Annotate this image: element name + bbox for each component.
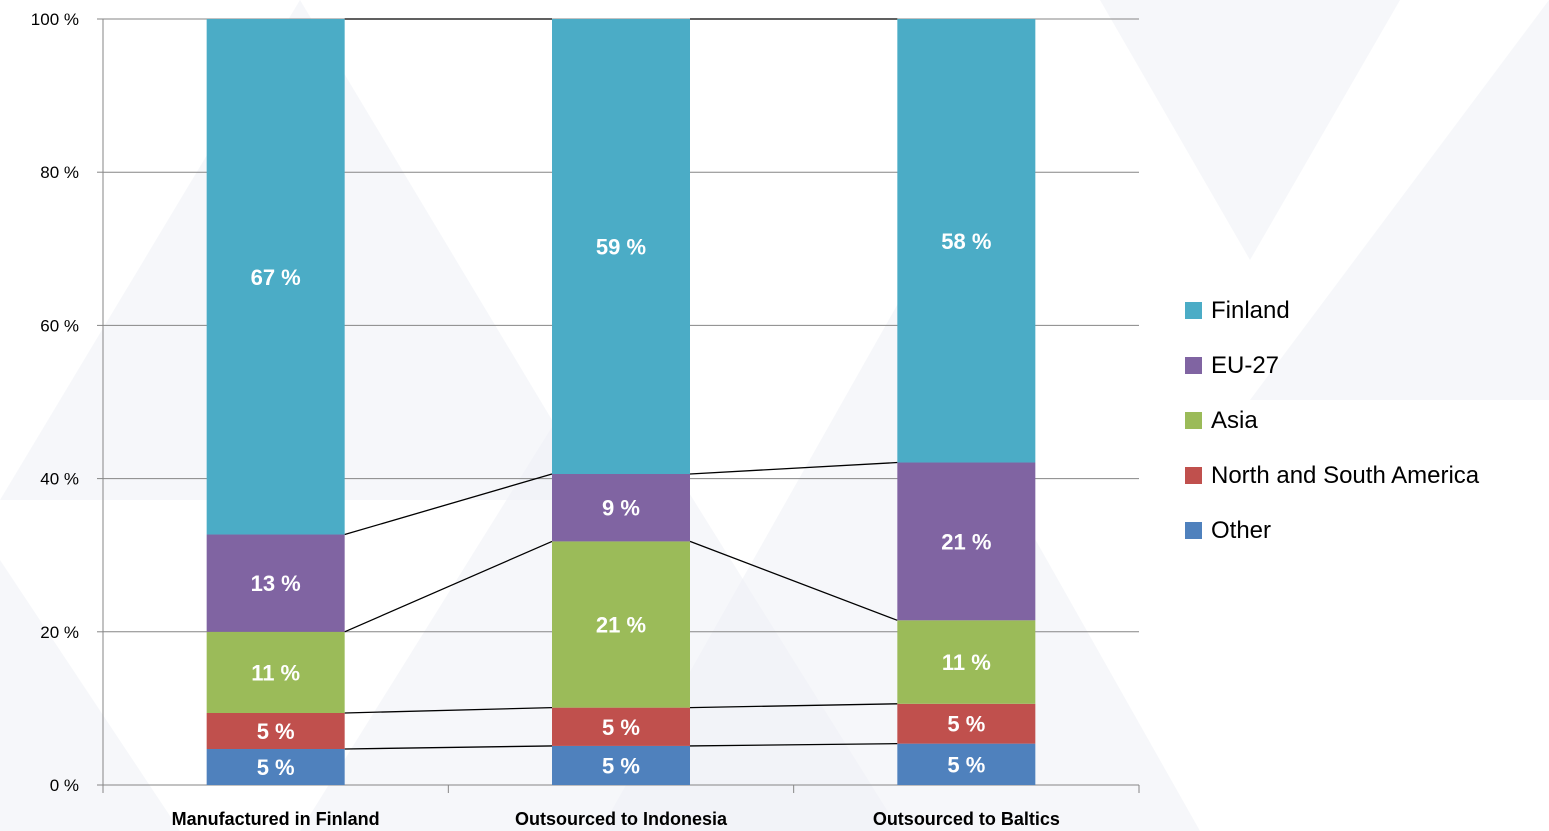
legend-label: Finland: [1211, 297, 1290, 324]
data-label: 5 %: [947, 712, 985, 737]
y-tick-label: 100 %: [31, 10, 79, 29]
data-label: 5 %: [602, 753, 640, 778]
legend-swatch: [1185, 302, 1202, 319]
legend-label: Asia: [1211, 407, 1258, 434]
legend-swatch: [1185, 412, 1202, 429]
x-category-label: Manufactured in Finland: [172, 809, 380, 829]
bar-segment-eu-27: [897, 462, 1036, 621]
legend-swatch: [1185, 357, 1202, 374]
bar-segment-finland: [897, 19, 1036, 463]
data-label: 11 %: [942, 650, 991, 675]
bar-segment-north-and-south-america: [897, 703, 1036, 744]
watermark-shape: [1250, 0, 1549, 400]
data-label: 5 %: [257, 719, 295, 744]
bar-segment-other: [206, 748, 345, 785]
series-line: [344, 540, 553, 633]
legend-label: North and South America: [1211, 462, 1480, 489]
series-line: [344, 706, 553, 714]
bar-segment-other: [897, 743, 1036, 785]
x-category-label: Outsourced to Indonesia: [515, 809, 728, 829]
watermark-shape: [1100, 0, 1400, 260]
data-label: 11 %: [251, 660, 300, 685]
bar-segment-finland: [206, 19, 345, 535]
y-tick-label: 80 %: [40, 163, 79, 182]
data-label: 5 %: [257, 755, 295, 780]
series-line: [689, 540, 898, 621]
data-label: 9 %: [602, 496, 640, 521]
bar-segment-asia: [206, 631, 345, 713]
legend-swatch: [1185, 522, 1202, 539]
y-tick-label: 40 %: [40, 470, 79, 489]
data-label: 67 %: [251, 265, 301, 290]
legend: Finland EU-27 Asia North and South America O…: [1185, 297, 1480, 544]
legend-label: EU-27: [1211, 352, 1279, 379]
y-tick-label: 0 %: [50, 776, 79, 795]
x-category-label: Outsourced to Baltics: [873, 809, 1060, 829]
data-labels: 5 % 5 % 5 % 5 % 5 % 5 % 11 % 21 % 11 % 13 % 9 % 21 …: [251, 229, 992, 780]
bar-segment-other: [552, 745, 690, 785]
y-tick-label: 60 %: [40, 316, 79, 335]
bar-segment-finland: [552, 19, 690, 475]
series-line: [689, 461, 898, 475]
watermark-shape: [0, 560, 180, 831]
series-line: [344, 745, 553, 750]
legend-swatch: [1185, 467, 1202, 484]
data-label: 59 %: [596, 235, 646, 260]
bar-segment-asia: [897, 620, 1036, 704]
bar-segment-north-and-south-america: [206, 712, 345, 749]
bar-segment-eu-27: [206, 534, 345, 632]
series-line: [344, 473, 553, 536]
bar-segment-eu-27: [552, 474, 690, 542]
data-label: 58 %: [941, 229, 991, 254]
data-label: 13 %: [251, 571, 301, 596]
legend-label: Other: [1211, 517, 1271, 544]
bars: [206, 19, 1036, 785]
series-lines: [344, 18, 898, 750]
series-line: [689, 703, 898, 709]
y-tick-label: 20 %: [40, 623, 79, 642]
data-label: 5 %: [947, 752, 985, 777]
data-label: 21 %: [596, 613, 646, 638]
bar-segment-north-and-south-america: [552, 707, 690, 746]
bar-segment-asia: [552, 541, 690, 708]
data-label: 21 %: [941, 529, 991, 554]
data-label: 5 %: [602, 715, 640, 740]
series-line: [689, 742, 898, 747]
